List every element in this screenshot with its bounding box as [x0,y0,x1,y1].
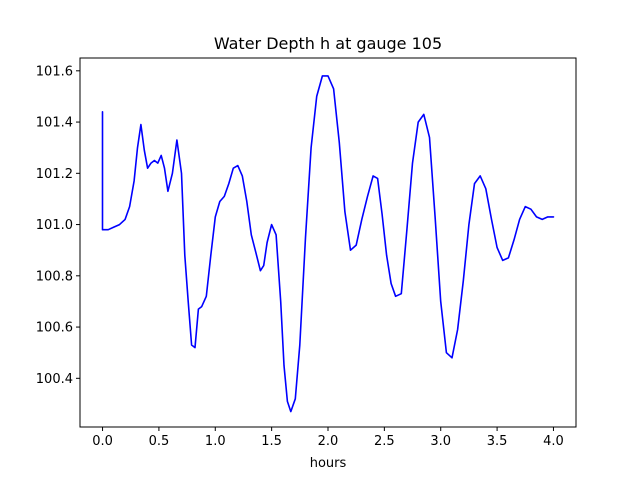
x-tick-label: 3.5 [487,434,508,449]
x-tick-label: 4.0 [543,434,564,449]
plot-content [101,75,555,413]
x-tick-label: 2.5 [374,434,395,449]
y-tick-label: 101.2 [36,167,73,182]
y-tick-label: 101.4 [36,116,73,131]
chart-title: Water Depth h at gauge 105 [214,34,442,53]
x-tick-label: 1.0 [205,434,226,449]
x-tick-label: 0.5 [149,434,170,449]
x-tick-label: 2.0 [318,434,339,449]
series-line-0 [101,75,555,413]
y-tick-label: 100.4 [36,372,73,387]
y-axis: 100.4 100.6 100.8 101.0 101.2 101.4 101.6 [36,64,80,387]
y-tick-label: 100.6 [36,321,73,336]
y-tick-label: 101.0 [36,218,73,233]
x-axis-label: hours [310,456,347,471]
y-tick-label: 101.6 [36,64,73,79]
x-tick-label: 3.0 [430,434,451,449]
y-tick-label: 100.8 [36,269,73,284]
x-tick-label: 0.0 [92,434,113,449]
x-tick-label: 1.5 [261,434,282,449]
x-axis: 0.0 0.5 1.0 1.5 2.0 2.5 3.0 3.5 4.0 [92,427,564,449]
